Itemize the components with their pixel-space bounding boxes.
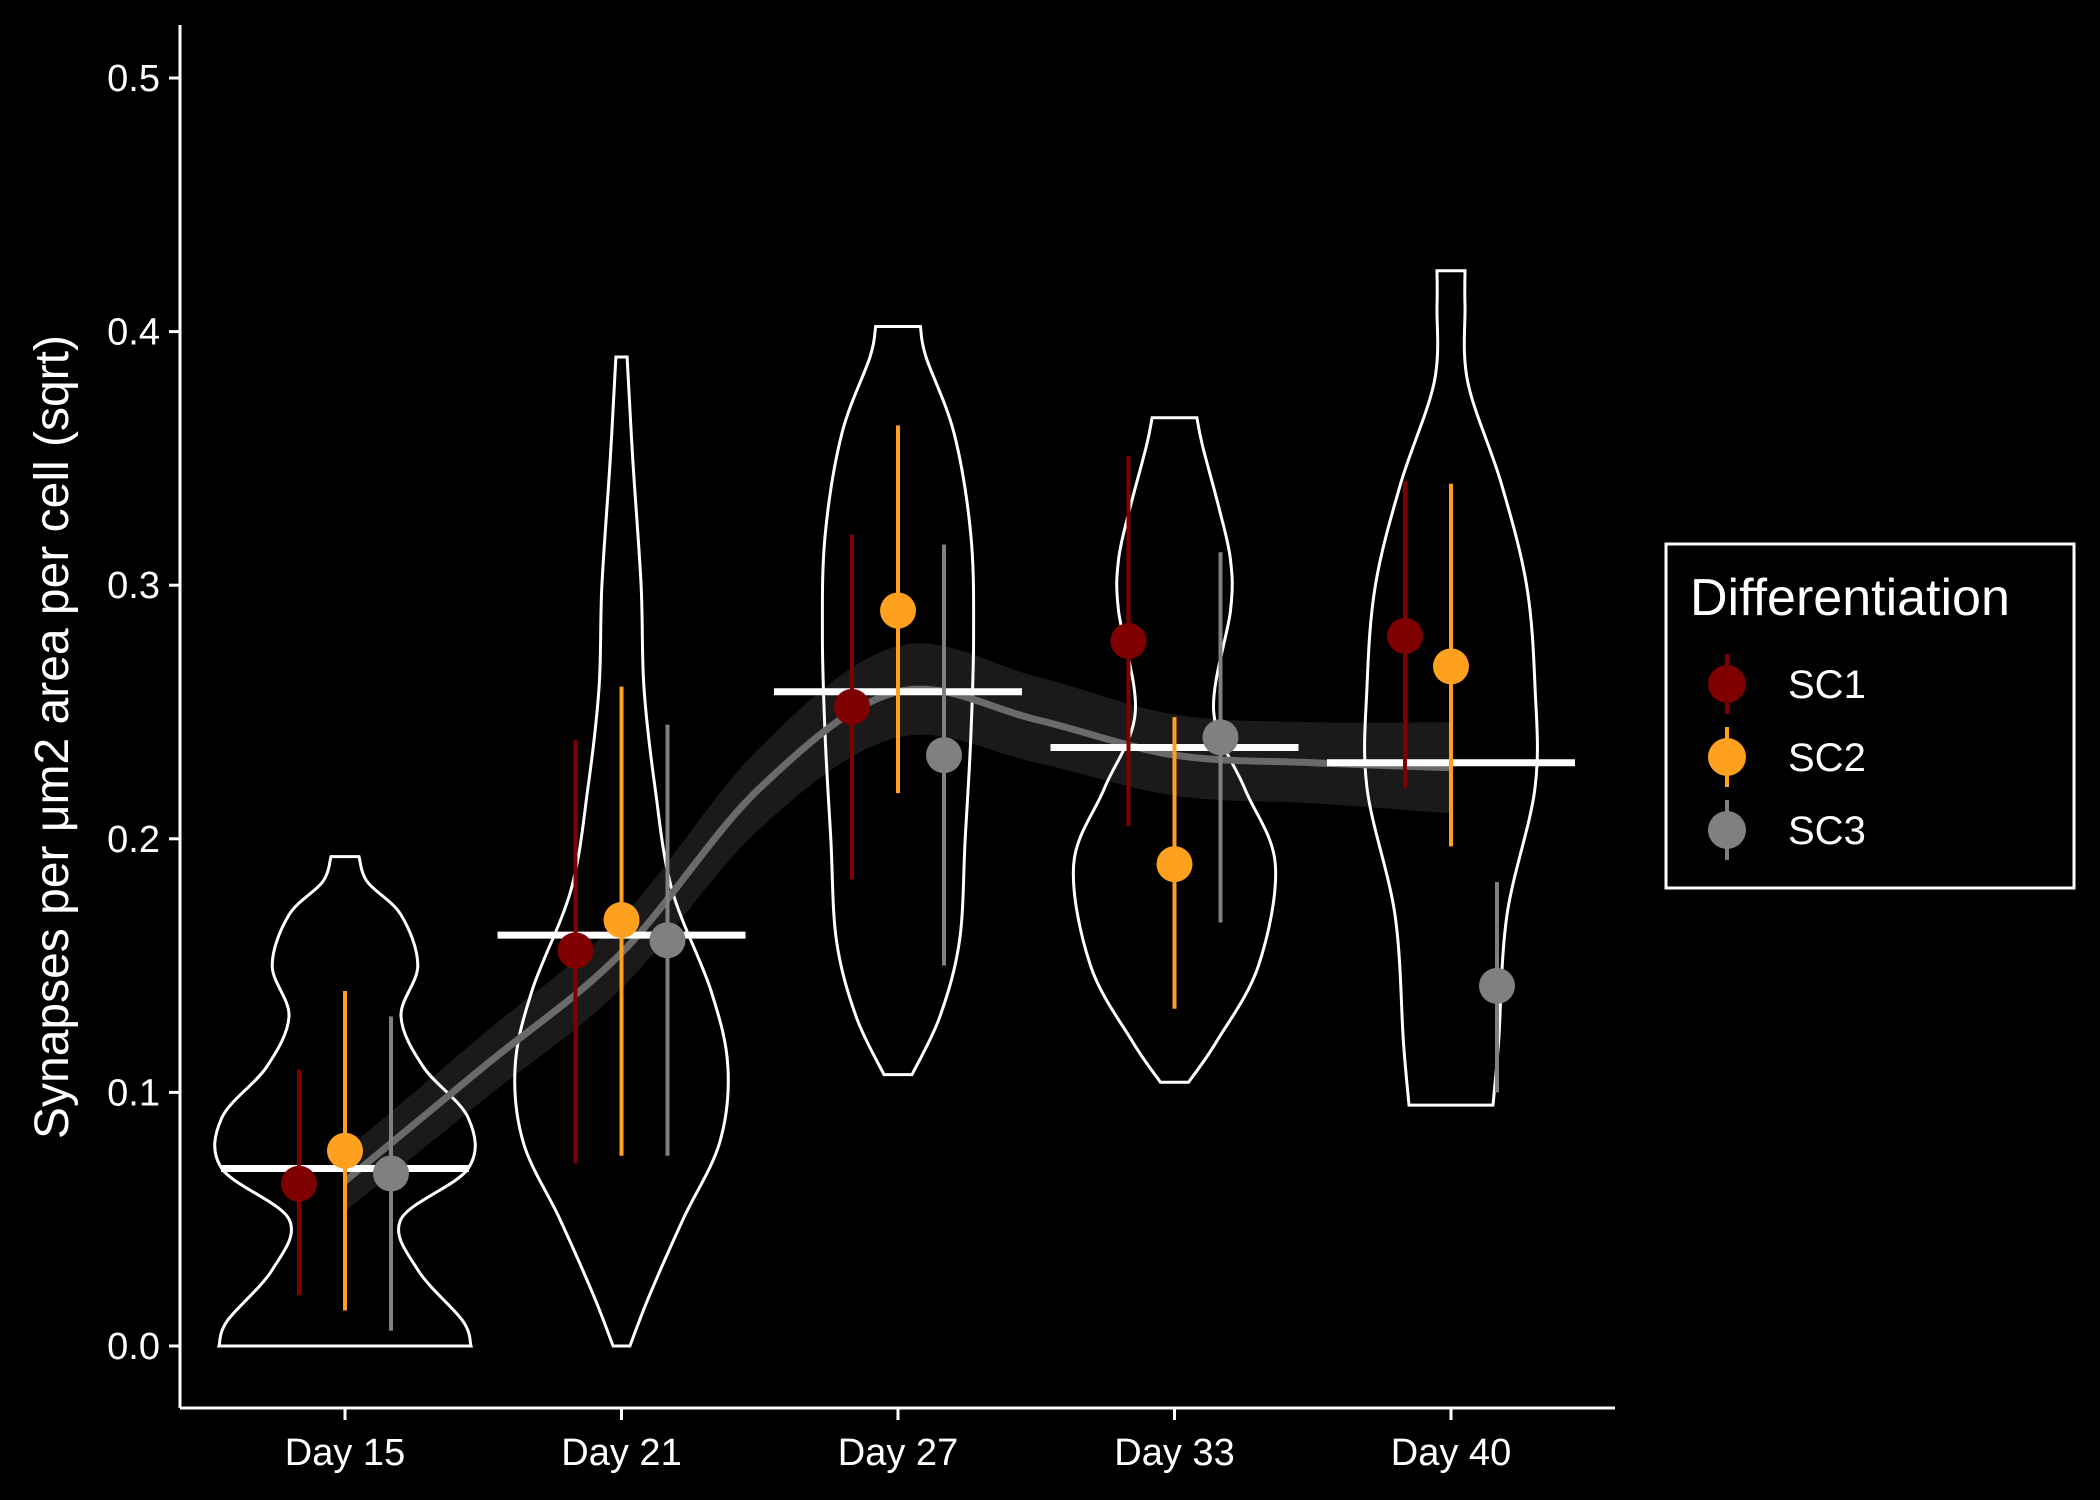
- point-sc3: [1202, 719, 1239, 756]
- point-sc3: [926, 737, 962, 774]
- violin-day-27: [820, 325, 976, 1077]
- legend-key-sc2: [1708, 738, 1746, 776]
- legend-title: Differentiation: [1690, 569, 2010, 627]
- legend-label-sc3: SC3: [1788, 809, 1866, 853]
- y-tick-label: 0.1: [107, 1072, 160, 1114]
- legend-label-sc2: SC2: [1788, 736, 1866, 780]
- x-tick-label: Day 40: [1391, 1432, 1511, 1474]
- legend-key-sc1: [1708, 665, 1746, 703]
- point-sc1: [1110, 622, 1147, 659]
- x-tick-label: Day 21: [561, 1432, 681, 1474]
- point-sc3: [649, 922, 686, 959]
- violin-day-15: [213, 855, 477, 1348]
- point-sc2: [880, 592, 916, 629]
- point-sc1: [834, 688, 870, 725]
- point-sc2: [1433, 648, 1469, 685]
- violin-day-33: [1071, 416, 1278, 1084]
- x-tick-label: Day 27: [838, 1432, 958, 1474]
- violins-layer: [213, 269, 1539, 1348]
- y-tick-label: 0.5: [107, 58, 160, 100]
- point-sc2: [603, 901, 640, 938]
- legend: Differentiation SC1 SC2 SC3: [1664, 542, 2076, 890]
- point-sc1: [281, 1165, 317, 1202]
- axes-layer: 0.0 0.1 0.2 0.3 0.4 0.5 Day 15 Day 21 Day 27 Day …: [107, 25, 1615, 1474]
- y-tick-label: 0.0: [107, 1326, 160, 1368]
- point-sc1: [1387, 617, 1423, 654]
- x-tick-label: Day 15: [285, 1432, 405, 1474]
- points-layer: [281, 425, 1515, 1331]
- y-axis-title: Synapses per μm2 area per cell (sqrt): [26, 335, 79, 1139]
- point-sc2: [1156, 846, 1193, 883]
- y-tick-label: 0.2: [107, 819, 160, 861]
- point-sc2: [327, 1132, 363, 1169]
- violin-day-40: [1363, 269, 1539, 1107]
- point-sc3: [373, 1155, 409, 1192]
- legend-key-sc3: [1708, 811, 1746, 849]
- point-sc1: [557, 932, 594, 969]
- y-tick-label: 0.3: [107, 565, 160, 607]
- point-sc3: [1479, 967, 1515, 1004]
- y-tick-label: 0.4: [107, 312, 160, 354]
- violin-day-21: [513, 355, 730, 1348]
- x-tick-label: Day 33: [1114, 1432, 1234, 1474]
- legend-label-sc1: SC1: [1788, 663, 1866, 707]
